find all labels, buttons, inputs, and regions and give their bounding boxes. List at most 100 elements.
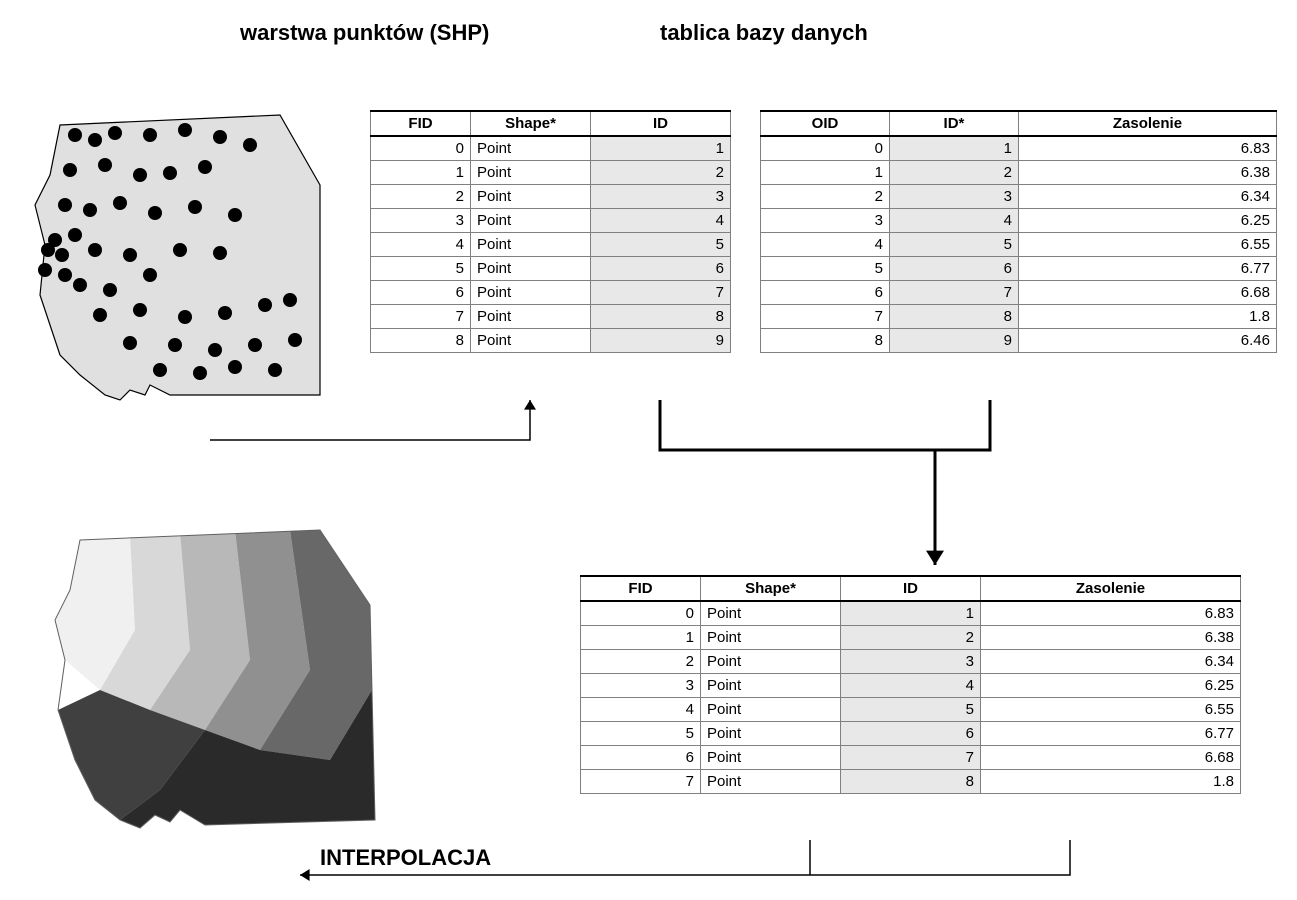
column-header: FID xyxy=(371,111,471,136)
table-row: 5Point6 xyxy=(371,257,731,281)
cell: 6 xyxy=(371,281,471,305)
table-row: 4Point56.55 xyxy=(581,698,1241,722)
cell: 1 xyxy=(591,136,731,161)
cell: Point xyxy=(701,674,841,698)
title-shp: warstwa punktów (SHP) xyxy=(240,20,489,46)
column-header: FID xyxy=(581,576,701,601)
cell: 6 xyxy=(890,257,1019,281)
cell: 6.34 xyxy=(981,650,1241,674)
cell: 5 xyxy=(581,722,701,746)
cell: 1 xyxy=(890,136,1019,161)
cell: 6.25 xyxy=(981,674,1241,698)
cell: Point xyxy=(471,305,591,329)
table-row: 6Point7 xyxy=(371,281,731,305)
cell: Point xyxy=(701,746,841,770)
table-joined: FIDShape*IDZasolenie0Point16.831Point26.… xyxy=(580,575,1241,794)
column-header: ID xyxy=(591,111,731,136)
cell: 3 xyxy=(890,185,1019,209)
cell: 6.38 xyxy=(981,626,1241,650)
cell: Point xyxy=(471,209,591,233)
cell: 2 xyxy=(581,650,701,674)
table-row: 456.55 xyxy=(761,233,1277,257)
cell: 7 xyxy=(371,305,471,329)
table-row: 3Point46.25 xyxy=(581,674,1241,698)
cell: 4 xyxy=(581,698,701,722)
cell: Point xyxy=(701,650,841,674)
cell: Point xyxy=(471,329,591,353)
cell: 6.55 xyxy=(1018,233,1276,257)
cell: 3 xyxy=(761,209,890,233)
table-row: 8Point9 xyxy=(371,329,731,353)
table-row: 1Point2 xyxy=(371,161,731,185)
cell: 1 xyxy=(371,161,471,185)
cell: 6 xyxy=(761,281,890,305)
table-row: 016.83 xyxy=(761,136,1277,161)
cell: 6.55 xyxy=(981,698,1241,722)
column-header: ID xyxy=(841,576,981,601)
cell: 7 xyxy=(761,305,890,329)
cell: 8 xyxy=(761,329,890,353)
cell: 6.46 xyxy=(1018,329,1276,353)
column-header: Zasolenie xyxy=(1018,111,1276,136)
cell: 8 xyxy=(591,305,731,329)
table-row: 1Point26.38 xyxy=(581,626,1241,650)
diagram-canvas: warstwa punktów (SHP) tablica bazy danyc… xyxy=(20,20,1277,880)
table-row: 2Point36.34 xyxy=(581,650,1241,674)
cell: Point xyxy=(471,257,591,281)
cell: 4 xyxy=(591,209,731,233)
cell: 0 xyxy=(581,601,701,626)
cell: 5 xyxy=(761,257,890,281)
column-header: Zasolenie xyxy=(981,576,1241,601)
cell: 4 xyxy=(841,674,981,698)
column-header: Shape* xyxy=(471,111,591,136)
table-row: 3Point4 xyxy=(371,209,731,233)
cell: Point xyxy=(701,626,841,650)
cell: 7 xyxy=(890,281,1019,305)
cell: 4 xyxy=(371,233,471,257)
cell: 3 xyxy=(591,185,731,209)
cell: 6.34 xyxy=(1018,185,1276,209)
table-row: 4Point5 xyxy=(371,233,731,257)
table-row: 7Point81.8 xyxy=(581,770,1241,794)
title-db: tablica bazy danych xyxy=(660,20,868,46)
cell: 7 xyxy=(581,770,701,794)
table-row: 5Point66.77 xyxy=(581,722,1241,746)
table-row: 896.46 xyxy=(761,329,1277,353)
table-row: 346.25 xyxy=(761,209,1277,233)
cell: 2 xyxy=(890,161,1019,185)
table-row: 236.34 xyxy=(761,185,1277,209)
cell: 9 xyxy=(890,329,1019,353)
cell: 6.38 xyxy=(1018,161,1276,185)
cell: Point xyxy=(701,722,841,746)
table-row: 676.68 xyxy=(761,281,1277,305)
cell: Point xyxy=(471,136,591,161)
point-map xyxy=(20,95,340,415)
column-header: OID xyxy=(761,111,890,136)
cell: 2 xyxy=(371,185,471,209)
cell: 0 xyxy=(371,136,471,161)
table-row: 0Point1 xyxy=(371,136,731,161)
cell: Point xyxy=(471,185,591,209)
table-row: 2Point3 xyxy=(371,185,731,209)
label-interpolacja: INTERPOLACJA xyxy=(320,845,491,871)
cell: 0 xyxy=(761,136,890,161)
cell: 9 xyxy=(591,329,731,353)
cell: 7 xyxy=(591,281,731,305)
cell: 6.77 xyxy=(981,722,1241,746)
cell: 1 xyxy=(841,601,981,626)
column-header: ID* xyxy=(890,111,1019,136)
cell: Point xyxy=(701,698,841,722)
table-row: 126.38 xyxy=(761,161,1277,185)
cell: 3 xyxy=(841,650,981,674)
table-row: 6Point76.68 xyxy=(581,746,1241,770)
cell: 6.77 xyxy=(1018,257,1276,281)
table-db: OIDID*Zasolenie016.83126.38236.34346.254… xyxy=(760,110,1277,353)
cell: 6 xyxy=(841,722,981,746)
cell: Point xyxy=(701,770,841,794)
cell: 5 xyxy=(371,257,471,281)
cell: Point xyxy=(471,281,591,305)
cell: 2 xyxy=(761,185,890,209)
cell: 1 xyxy=(581,626,701,650)
cell: 1.8 xyxy=(981,770,1241,794)
table-shp: FIDShape*ID0Point11Point22Point33Point44… xyxy=(370,110,731,353)
